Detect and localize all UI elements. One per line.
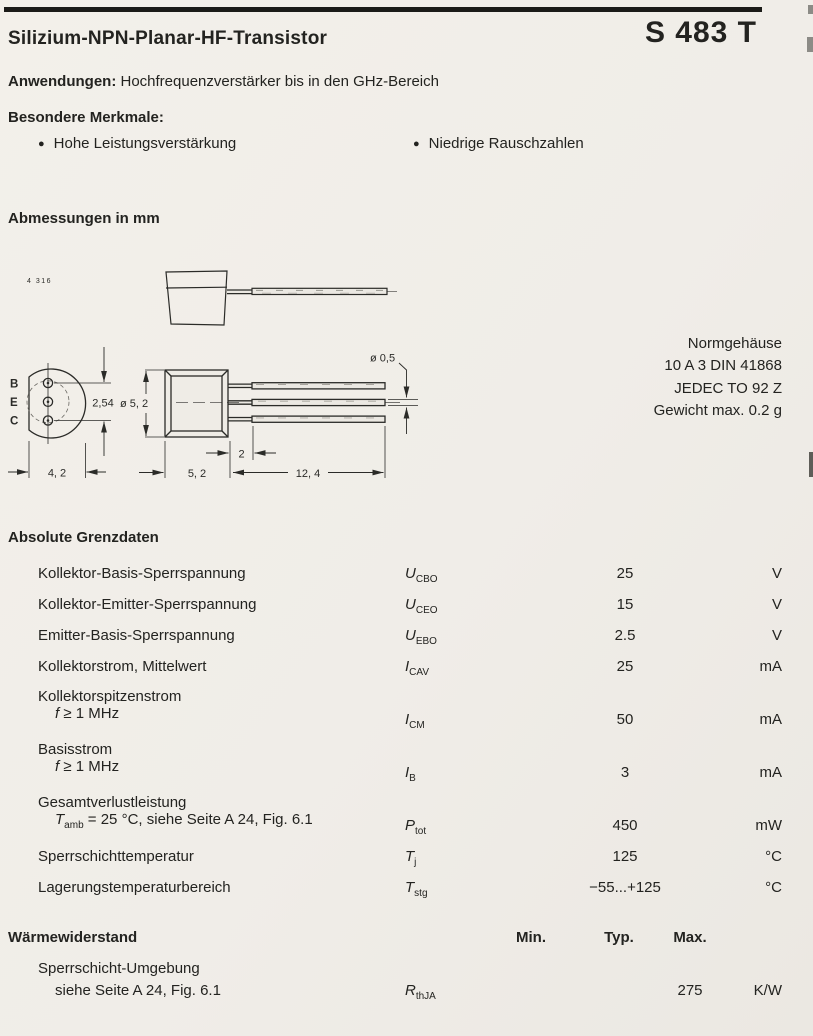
table-row: Emitter-Basis-Sperrspannung UEBO 2.5 V (0, 620, 813, 651)
page-edge-fragment (808, 5, 813, 14)
row-label: Kollektorspitzenstrom (38, 688, 182, 705)
thermal-row-label: Sperrschicht-Umgebung (38, 960, 200, 977)
row-unit: V (771, 596, 782, 613)
row-label: Emitter-Basis-Sperrspannung (38, 627, 235, 644)
row-value: 2.5 (614, 627, 636, 644)
features-heading: Besondere Merkmale: (8, 109, 164, 126)
row-symbol: UEBO (405, 627, 437, 647)
row-value: 450 (612, 817, 638, 834)
row-condition: f ≥ 1 MHz (55, 758, 120, 775)
thermal-heading: Wärmewiderstand (8, 929, 138, 946)
row-symbol: UCBO (405, 565, 438, 585)
row-symbol: IB (405, 764, 416, 784)
package-info-line: 10 A 3 DIN 41868 (664, 357, 782, 375)
feature-item: ● Niedrige Rauschzahlen (413, 135, 584, 152)
dim-front-width: 4, 2 (48, 468, 66, 480)
limits-table: Kollektor-Basis-Sperrspannung UCBO 25 V … (0, 558, 813, 903)
pin-label-c: C (10, 416, 18, 428)
bullet-icon: ● (38, 138, 45, 150)
part-number: S 483 T (644, 16, 757, 49)
row-unit: V (771, 565, 782, 582)
dim-lead-offset: 2 (238, 449, 244, 461)
package-info-line: Gewicht max. 0.2 g (653, 402, 782, 420)
row-unit: °C (765, 879, 782, 896)
row-symbol: Tj (405, 848, 417, 868)
row-unit: mA (759, 764, 783, 781)
row-label: Gesamtverlustleistung (38, 794, 187, 811)
front-view (8, 347, 111, 478)
row-label: Kollektor-Basis-Sperrspannung (38, 565, 246, 582)
dim-lead-length: 12, 4 (296, 468, 320, 480)
col-header-typ: Typ. (604, 929, 634, 946)
table-row: Kollektor-Emitter-Sperrspannung UCEO 15 … (0, 589, 813, 620)
package-info: Normgehäuse 10 A 3 DIN 41868 JEDEC TO 92… (654, 333, 782, 423)
row-symbol: UCEO (405, 596, 438, 616)
pin-label-b: B (10, 379, 18, 391)
feature-text: Hohe Leistungsverstärkung (53, 135, 237, 152)
row-condition: Tamb = 25 °C, siehe Seite A 24, Fig. 6.1 (55, 811, 313, 831)
page-edge-fragment (807, 37, 813, 52)
package-info-line: JEDEC TO 92 Z (674, 379, 782, 397)
applications-line: Anwendungen: Hochfrequenzverstärker bis … (8, 73, 439, 90)
row-value: 50 (616, 711, 634, 728)
row-value: −55...+125 (589, 879, 661, 896)
applications-text: Hochfrequenzverstärker bis in den GHz-Be… (120, 73, 439, 90)
row-condition: f ≥ 1 MHz (55, 705, 120, 722)
row-label: Lagerungstemperaturbereich (38, 879, 231, 896)
page-title: Silizium-NPN-Planar-HF-Transistor (8, 28, 328, 49)
row-label: Kollektor-Emitter-Sperrspannung (38, 596, 257, 613)
row-label: Basisstrom (38, 741, 113, 758)
table-row: Basisstrom f ≥ 1 MHz IB 3 mA (0, 735, 813, 788)
row-label: Kollektorstrom, Mittelwert (38, 658, 207, 675)
table-row: Kollektorstrom, Mittelwert ICAV 25 mA (0, 651, 813, 682)
row-value: 25 (616, 658, 634, 675)
package-info-line: Normgehäuse (687, 335, 782, 352)
table-row: Kollektor-Basis-Sperrspannung UCBO 25 V (0, 558, 813, 589)
feature-text: Niedrige Rauschzahlen (428, 135, 584, 152)
row-value: 125 (612, 848, 638, 865)
row-unit: V (771, 627, 782, 644)
thermal-row-max: 275 (677, 982, 703, 999)
dim-pin-spacing: 2,54 (92, 398, 113, 410)
dimensions-heading: Abmessungen in mm (8, 210, 160, 227)
pin-label-e: E (10, 397, 18, 409)
col-header-min: Min. (516, 929, 546, 946)
top-view (165, 270, 397, 326)
row-unit: mW (755, 817, 782, 834)
thermal-row-unit: K/W (753, 982, 782, 999)
row-value: 15 (616, 596, 634, 613)
row-value: 25 (616, 565, 634, 582)
top-rule (4, 7, 762, 12)
row-label: Sperrschichttemperatur (38, 848, 194, 865)
row-unit: mA (759, 711, 783, 728)
side-view (139, 362, 418, 478)
row-unit: mA (759, 658, 783, 675)
dim-lead-dia: ø 0,5 (370, 353, 395, 365)
thermal-row-sublabel: siehe Seite A 24, Fig. 6.1 (55, 982, 221, 999)
dim-body-width: 5, 2 (188, 468, 206, 480)
feature-item: ● Hohe Leistungsverstärkung (38, 135, 236, 152)
table-row: Kollektorspitzenstrom f ≥ 1 MHz ICM 50 m… (0, 682, 813, 735)
page-edge-tab (809, 452, 813, 477)
row-symbol: Ptot (405, 817, 427, 837)
row-symbol: ICM (405, 711, 425, 731)
thermal-row-symbol: RthJA (405, 982, 436, 1002)
table-row: Lagerungstemperaturbereich Tstg −55...+1… (0, 872, 813, 903)
dim-body-dia: ø 5, 2 (120, 398, 148, 410)
row-symbol: ICAV (405, 658, 429, 678)
bullet-icon: ● (413, 138, 420, 150)
col-header-max: Max. (673, 929, 707, 946)
limits-heading: Absolute Grenzdaten (8, 529, 159, 546)
applications-label: Anwendungen: (8, 73, 117, 90)
figure-number: 4 316 (27, 278, 52, 285)
row-unit: °C (765, 848, 782, 865)
row-symbol: Tstg (405, 879, 428, 899)
package-dimension-drawing: 4 316 (8, 270, 418, 480)
table-row: Gesamtverlustleistung Tamb = 25 °C, sieh… (0, 788, 813, 841)
table-row: Sperrschichttemperatur Tj 125 °C (0, 841, 813, 872)
row-value: 3 (620, 764, 630, 781)
